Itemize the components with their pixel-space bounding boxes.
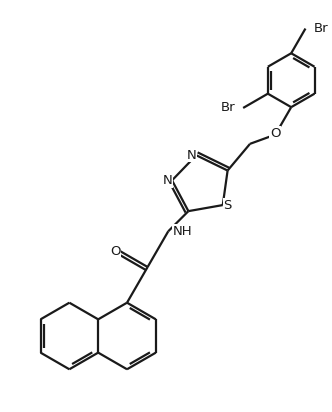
Text: O: O — [110, 245, 121, 258]
Text: N: N — [187, 149, 196, 162]
Text: N: N — [162, 174, 172, 187]
Text: Br: Br — [313, 22, 328, 35]
Text: S: S — [223, 199, 232, 212]
Text: NH: NH — [173, 225, 193, 238]
Text: Br: Br — [220, 101, 235, 115]
Text: O: O — [270, 126, 281, 140]
